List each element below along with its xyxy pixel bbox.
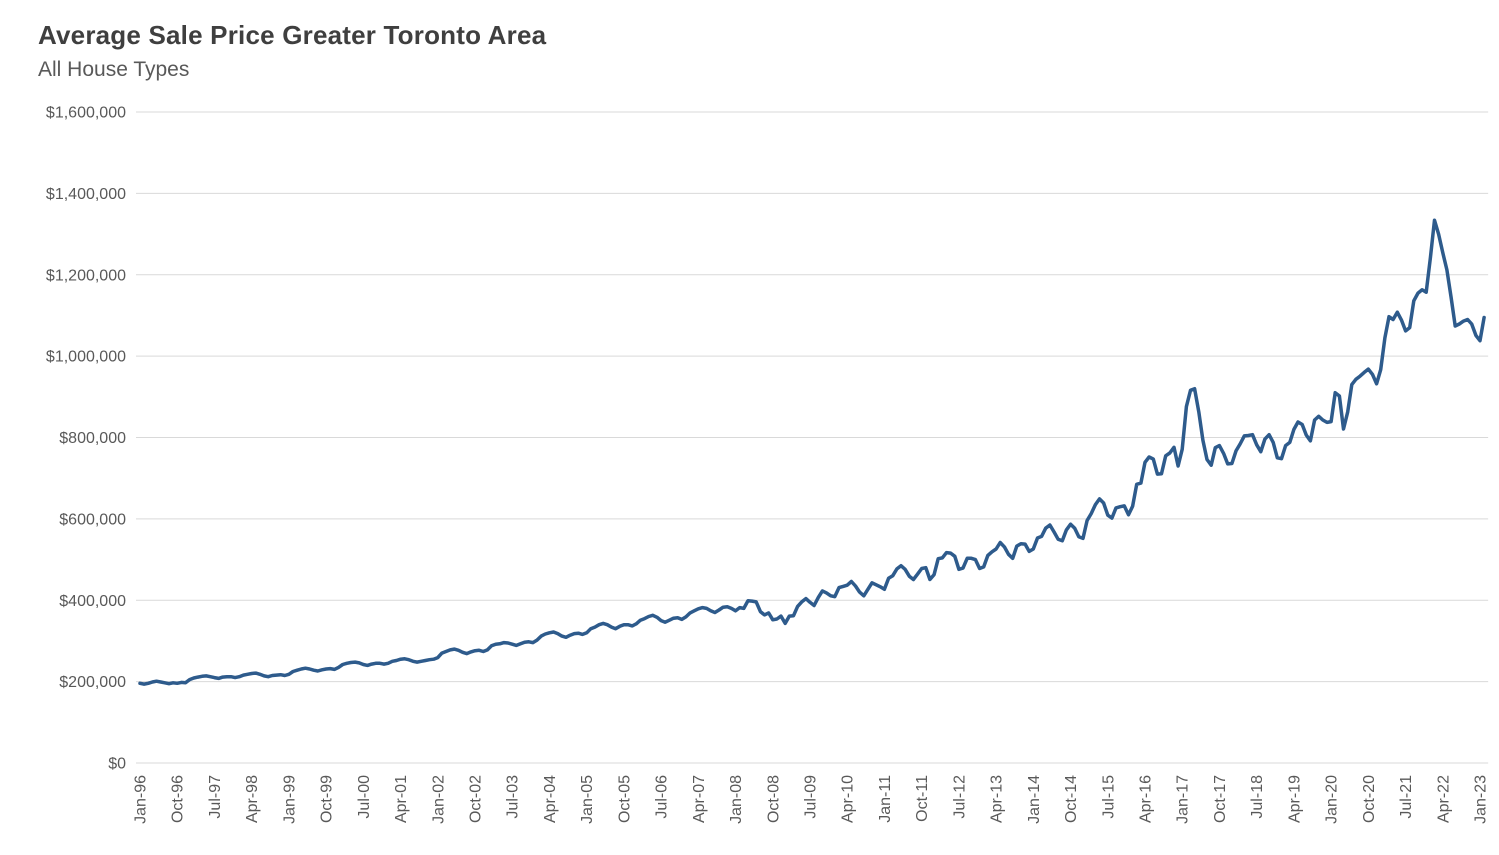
x-axis-tick-label: Oct-20 [1361,775,1378,823]
x-axis-tick-label: Jan-99 [281,775,298,824]
y-axis-tick-label: $400,000 [59,593,126,610]
x-axis-tick-label: Jul-97 [207,775,224,819]
x-axis-tick-label: Jan-11 [877,775,894,823]
chart-title: Average Sale Price Greater Toronto Area [38,20,547,50]
x-axis-tick-label: Apr-01 [393,775,410,823]
x-axis-tick-label: Oct-11 [914,775,931,822]
y-axis-tick-label: $1,000,000 [46,349,126,366]
x-axis-tick-label: Jan-17 [1175,775,1192,824]
x-axis-tick-label: Oct-05 [616,775,633,823]
x-axis-tick-label: Jul-09 [803,775,820,819]
x-axis-tick-label: Jan-14 [1026,775,1043,824]
x-axis-tick-label: Apr-07 [691,775,708,823]
x-axis-tick-label: Jan-20 [1324,775,1341,824]
x-axis-tick-label: Jan-02 [430,775,447,824]
x-axis-tick-label: Oct-14 [1063,775,1080,823]
x-axis-tick-label: Jan-23 [1473,775,1490,824]
x-axis-tick-label: Oct-99 [319,775,336,823]
x-axis-tick-label: Jul-15 [1100,775,1117,819]
x-axis-tick-label: Jan-96 [133,775,150,824]
x-axis-tick-label: Apr-04 [542,775,559,823]
x-axis-tick-label: Oct-96 [170,775,187,823]
x-axis-tick-label: Jul-06 [654,775,671,819]
y-axis-tick-label: $800,000 [59,430,126,447]
x-axis-tick-label: Apr-13 [989,775,1006,823]
x-axis-tick-label: Apr-98 [244,775,261,823]
x-axis-tick-label: Apr-22 [1435,775,1452,823]
x-axis-tick-label: Jul-21 [1398,775,1415,819]
x-axis-tick-label: Oct-02 [468,775,485,823]
x-axis-tick-label: Apr-19 [1286,775,1303,823]
y-axis-tick-label: $1,400,000 [46,186,126,203]
x-axis-tick-label: Jul-00 [356,775,373,819]
x-axis-tick-label: Oct-08 [765,775,782,823]
y-axis-tick-label: $1,200,000 [46,267,126,284]
y-axis-tick-label: $200,000 [59,674,126,691]
x-axis-tick-label: Oct-17 [1212,775,1229,823]
x-axis-tick-label: Jul-18 [1249,775,1266,819]
y-axis-tick-label: $1,600,000 [46,105,126,122]
chart-subtitle: All House Types [38,58,190,81]
x-axis-tick-label: Jul-12 [951,775,968,819]
x-axis-tick-label: Apr-16 [1138,775,1155,823]
y-axis-tick-label: $0 [108,756,126,773]
x-axis-tick-label: Jan-05 [579,775,596,824]
x-axis-tick-label: Jul-03 [505,775,522,819]
price-line-series [138,218,1486,686]
y-axis-tick-label: $600,000 [59,511,126,528]
x-axis-tick-label: Jan-08 [728,775,745,824]
x-axis-tick-label: Apr-10 [840,775,857,823]
